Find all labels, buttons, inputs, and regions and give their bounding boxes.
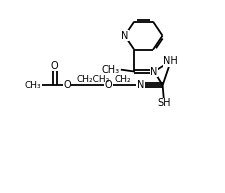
Text: NH: NH: [163, 56, 178, 66]
Text: O: O: [63, 80, 71, 90]
Text: CH₃: CH₃: [102, 65, 120, 75]
Text: N: N: [151, 67, 158, 76]
Text: CH₂: CH₂: [115, 75, 131, 84]
Text: N: N: [137, 80, 144, 90]
Text: O: O: [51, 61, 58, 71]
Text: O: O: [105, 80, 112, 90]
Text: CH₂CH₂: CH₂CH₂: [77, 75, 110, 84]
Text: CH₃: CH₃: [25, 81, 41, 90]
Text: SH: SH: [157, 98, 171, 108]
Text: N: N: [121, 31, 128, 41]
